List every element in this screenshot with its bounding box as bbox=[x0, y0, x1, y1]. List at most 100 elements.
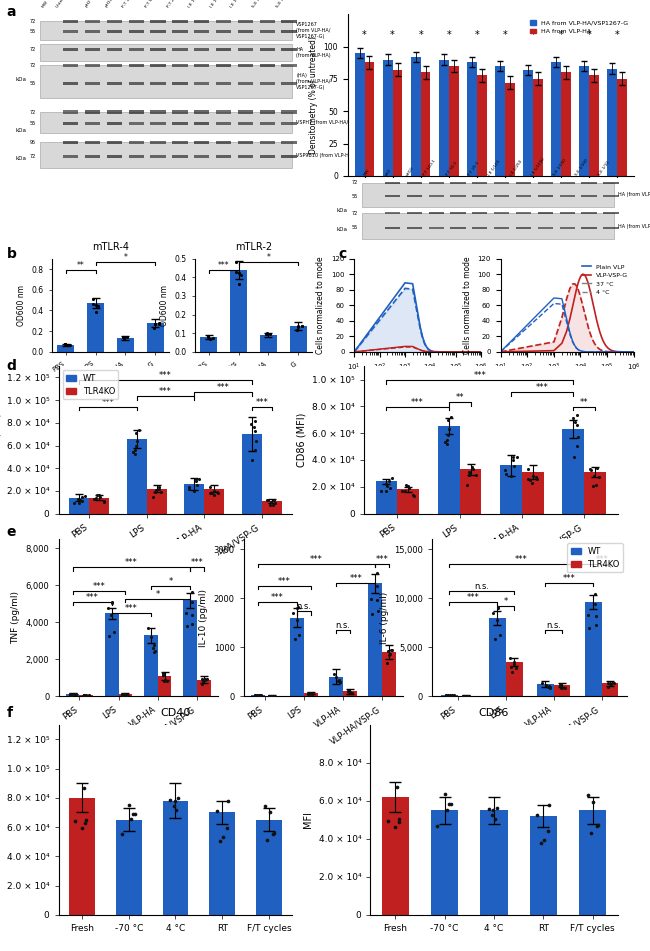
Bar bbox=[460, 469, 482, 514]
Point bbox=[306, 686, 316, 701]
Point bbox=[233, 277, 244, 292]
Point bbox=[116, 826, 127, 842]
Bar bbox=[129, 122, 144, 126]
Bar bbox=[204, 489, 224, 514]
Point bbox=[382, 478, 392, 494]
Point bbox=[304, 687, 315, 702]
Bar bbox=[107, 48, 122, 51]
Bar bbox=[362, 213, 614, 240]
Point bbox=[157, 667, 168, 682]
Point bbox=[250, 688, 261, 703]
Point bbox=[333, 673, 343, 689]
Point bbox=[383, 813, 393, 828]
Text: ***: *** bbox=[563, 573, 576, 583]
Point bbox=[392, 780, 402, 795]
Text: MW: MW bbox=[41, 0, 49, 9]
Point bbox=[593, 470, 604, 485]
Bar bbox=[147, 323, 164, 352]
Point bbox=[104, 628, 114, 643]
Point bbox=[367, 607, 377, 622]
Bar bbox=[581, 182, 597, 184]
Point bbox=[538, 832, 549, 847]
Bar bbox=[607, 68, 617, 176]
Point bbox=[107, 594, 118, 610]
Text: HA (from VLP-HA/VSP9B10-G): HA (from VLP-HA/VSP9B10-G) bbox=[618, 223, 650, 229]
Point bbox=[293, 319, 304, 334]
Point bbox=[382, 655, 393, 670]
Text: *: * bbox=[419, 29, 423, 40]
Text: ***: *** bbox=[190, 558, 203, 567]
Point bbox=[254, 688, 264, 703]
Point bbox=[442, 437, 452, 452]
Y-axis label: OD600 nm: OD600 nm bbox=[160, 284, 169, 326]
Legend: WT, TLR4KO: WT, TLR4KO bbox=[567, 543, 623, 573]
Point bbox=[382, 644, 393, 659]
Bar bbox=[238, 64, 253, 68]
Bar bbox=[63, 82, 79, 85]
Text: P-T 25:1: P-T 25:1 bbox=[467, 162, 480, 177]
Bar bbox=[450, 226, 465, 228]
Bar bbox=[150, 82, 166, 85]
Text: **: ** bbox=[456, 394, 464, 402]
Point bbox=[532, 807, 543, 823]
Bar bbox=[585, 602, 602, 696]
Point bbox=[266, 689, 277, 704]
Point bbox=[130, 446, 140, 461]
Bar bbox=[89, 497, 109, 514]
Point bbox=[148, 641, 158, 656]
Bar bbox=[538, 182, 553, 184]
Point bbox=[448, 688, 459, 703]
Point bbox=[223, 793, 233, 808]
Point bbox=[181, 606, 191, 621]
Point bbox=[608, 675, 619, 690]
Point bbox=[500, 466, 511, 481]
Point bbox=[106, 608, 116, 623]
Point bbox=[189, 483, 200, 498]
Point bbox=[402, 478, 413, 494]
Point bbox=[554, 677, 565, 692]
Text: ***: *** bbox=[218, 261, 229, 270]
Bar bbox=[238, 48, 253, 51]
Bar bbox=[209, 812, 235, 915]
Point bbox=[248, 419, 259, 435]
Bar bbox=[129, 141, 144, 144]
Point bbox=[130, 806, 140, 822]
Text: S-E 1/250: S-E 1/250 bbox=[252, 0, 267, 9]
Text: *: * bbox=[474, 29, 479, 40]
Point bbox=[261, 327, 272, 342]
Point bbox=[458, 688, 469, 703]
Y-axis label: CD40 (MFI): CD40 (MFI) bbox=[0, 413, 1, 467]
Bar bbox=[411, 57, 421, 176]
Point bbox=[198, 673, 209, 689]
Point bbox=[568, 449, 578, 464]
Point bbox=[523, 461, 534, 476]
Point bbox=[489, 811, 500, 826]
Bar bbox=[85, 155, 100, 158]
Bar bbox=[516, 195, 531, 197]
Point bbox=[506, 468, 517, 483]
Point bbox=[527, 476, 538, 491]
Point bbox=[187, 594, 197, 610]
Point bbox=[592, 460, 603, 476]
Bar bbox=[407, 195, 422, 197]
Point bbox=[509, 656, 519, 671]
Point bbox=[366, 592, 376, 607]
Point bbox=[119, 330, 129, 345]
Point bbox=[488, 803, 499, 818]
Bar bbox=[472, 212, 488, 214]
Point bbox=[347, 685, 358, 700]
Bar bbox=[184, 484, 204, 514]
Point bbox=[468, 462, 478, 477]
Point bbox=[385, 647, 395, 662]
Bar bbox=[472, 195, 488, 197]
Point bbox=[146, 630, 157, 645]
Bar bbox=[150, 110, 166, 114]
Point bbox=[444, 797, 454, 812]
Point bbox=[384, 648, 394, 663]
Point bbox=[400, 483, 410, 498]
Bar bbox=[194, 29, 209, 33]
Bar bbox=[63, 29, 79, 33]
Bar bbox=[200, 337, 217, 352]
Point bbox=[81, 688, 92, 703]
Text: d: d bbox=[6, 359, 16, 374]
